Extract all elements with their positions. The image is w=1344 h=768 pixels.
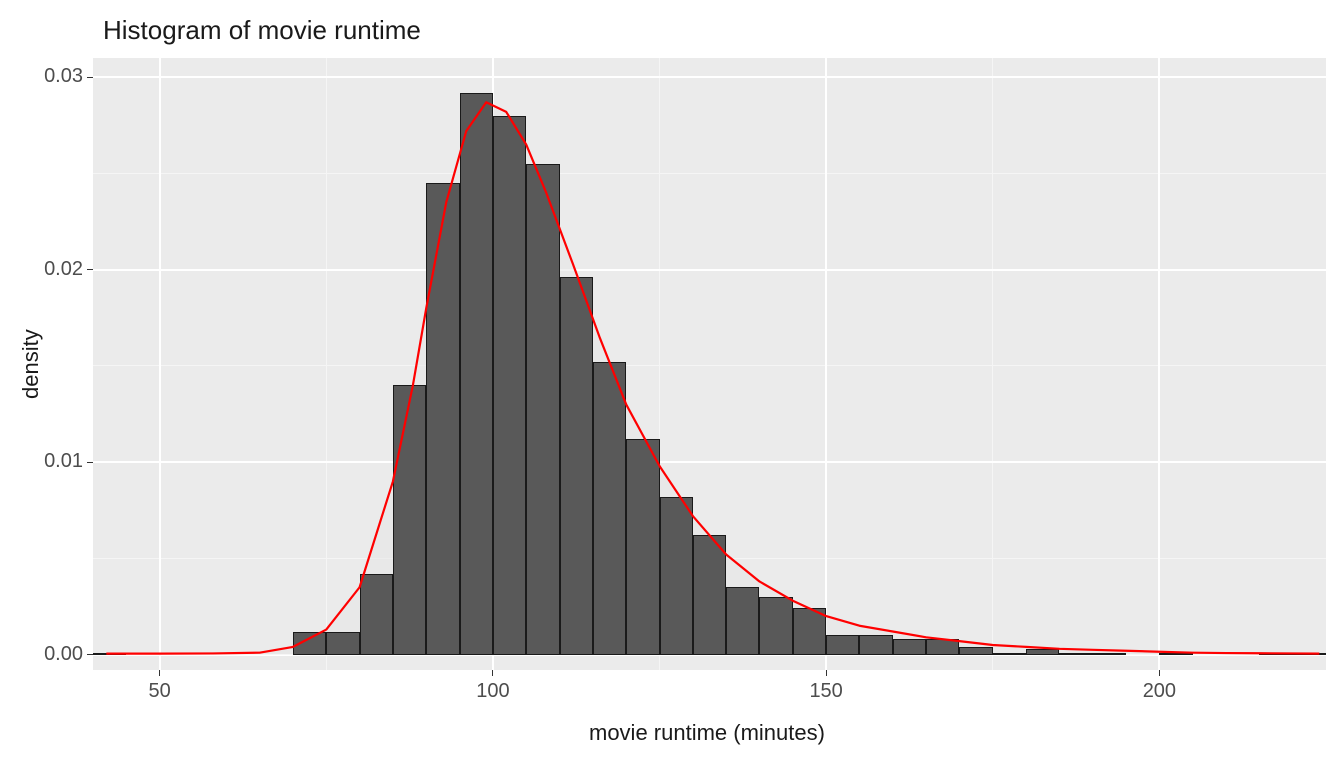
x-axis-label: movie runtime (minutes) xyxy=(589,720,825,746)
histogram-bar xyxy=(759,597,792,655)
histogram-bar xyxy=(426,183,459,655)
histogram-bar xyxy=(826,635,859,654)
histogram-bar xyxy=(893,639,926,654)
histogram-bar xyxy=(993,653,1026,655)
y-tick-label: 0.02 xyxy=(44,258,83,281)
histogram-bar xyxy=(859,635,892,654)
grid-minor-x xyxy=(326,58,327,670)
histogram-bar xyxy=(1159,653,1192,655)
histogram-bar xyxy=(526,164,559,655)
x-tick-mark xyxy=(826,670,827,676)
histogram-bar xyxy=(360,574,393,655)
y-tick-mark xyxy=(87,77,93,78)
histogram-bar xyxy=(326,632,359,655)
histogram-bar xyxy=(560,277,593,654)
x-tick-label: 100 xyxy=(473,680,513,703)
histogram-chart: Histogram of movie runtime movie runtime… xyxy=(0,0,1344,768)
histogram-bar xyxy=(626,439,659,655)
y-tick-label: 0.03 xyxy=(44,65,83,88)
histogram-bar xyxy=(1293,653,1326,655)
grid-major-y xyxy=(93,269,1326,271)
x-tick-mark xyxy=(492,670,493,676)
histogram-bar xyxy=(660,497,693,655)
histogram-bar xyxy=(1026,649,1059,655)
histogram-bar xyxy=(1093,653,1126,655)
histogram-bar xyxy=(393,385,426,654)
histogram-bar xyxy=(593,362,626,655)
y-tick-label: 0.00 xyxy=(44,643,83,666)
y-tick-label: 0.01 xyxy=(44,450,83,473)
x-tick-label: 50 xyxy=(140,680,180,703)
x-tick-label: 200 xyxy=(1139,680,1179,703)
x-tick-mark xyxy=(159,670,160,676)
x-tick-mark xyxy=(1159,670,1160,676)
histogram-bar xyxy=(926,639,959,654)
histogram-bar xyxy=(1059,653,1092,655)
histogram-bar xyxy=(1259,653,1292,655)
grid-minor-y xyxy=(93,173,1326,174)
x-tick-label: 150 xyxy=(806,680,846,703)
histogram-bar xyxy=(693,535,726,654)
y-tick-mark xyxy=(87,462,93,463)
grid-major-x xyxy=(159,58,161,670)
histogram-bar xyxy=(726,587,759,654)
histogram-bar xyxy=(460,93,493,655)
grid-major-y xyxy=(93,461,1326,463)
grid-major-x xyxy=(1158,58,1160,670)
grid-minor-x xyxy=(992,58,993,670)
histogram-bar xyxy=(93,653,126,655)
y-axis-label: density xyxy=(18,329,44,399)
grid-major-x xyxy=(825,58,827,670)
histogram-bar xyxy=(793,608,826,654)
histogram-bar xyxy=(959,647,992,655)
chart-title: Histogram of movie runtime xyxy=(103,15,421,46)
y-tick-mark xyxy=(87,269,93,270)
histogram-bar xyxy=(293,632,326,655)
grid-major-y xyxy=(93,76,1326,78)
grid-minor-y xyxy=(93,365,1326,366)
histogram-bar xyxy=(493,116,526,655)
